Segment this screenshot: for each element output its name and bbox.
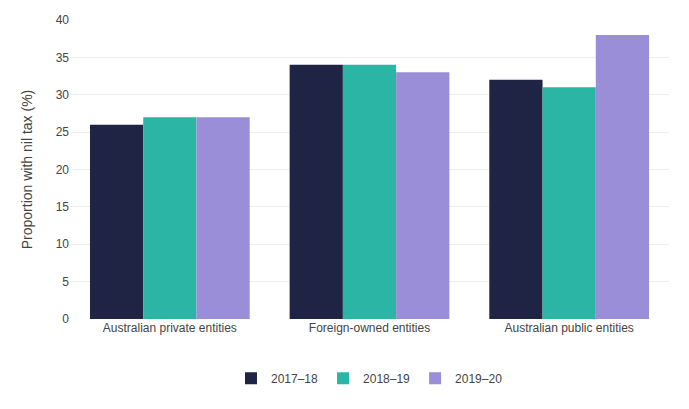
svg-text:Foreign-owned entities: Foreign-owned entities bbox=[309, 321, 430, 335]
svg-text:2018–19: 2018–19 bbox=[363, 372, 410, 386]
svg-text:Australian public entities: Australian public entities bbox=[504, 321, 633, 335]
svg-text:30: 30 bbox=[56, 88, 70, 102]
svg-text:10: 10 bbox=[56, 237, 70, 251]
svg-text:5: 5 bbox=[62, 275, 69, 289]
svg-text:40: 40 bbox=[56, 13, 70, 27]
svg-text:2017–18: 2017–18 bbox=[271, 372, 318, 386]
svg-text:Proportion with nil tax (%): Proportion with nil tax (%) bbox=[19, 90, 35, 250]
svg-text:0: 0 bbox=[62, 312, 69, 326]
svg-text:Australian private entities: Australian private entities bbox=[103, 321, 237, 335]
svg-text:15: 15 bbox=[56, 200, 70, 214]
svg-text:20: 20 bbox=[56, 163, 70, 177]
svg-text:25: 25 bbox=[56, 125, 70, 139]
svg-text:2019–20: 2019–20 bbox=[455, 372, 502, 386]
svg-text:35: 35 bbox=[56, 51, 70, 65]
